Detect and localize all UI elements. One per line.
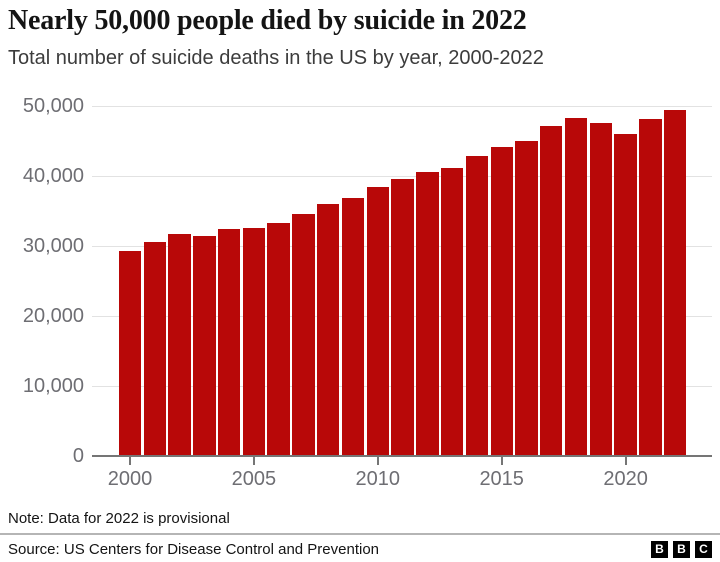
y-axis-label: 30,000	[22, 235, 84, 257]
x-tick	[624, 457, 627, 465]
chart-area: 0 10,000 20,000 30,000 40,000 50,000 2000 2005 2…	[22, 95, 712, 490]
x-axis-label: 2020	[603, 468, 648, 490]
x-axis-label: 2005	[231, 468, 277, 490]
bar-2009	[341, 197, 365, 456]
bar-2001	[143, 241, 166, 456]
x-axis-label: 2000	[107, 468, 153, 490]
x-tick	[500, 457, 503, 465]
x-tick	[129, 457, 131, 465]
bbc-logo-letter: B	[651, 540, 668, 558]
bar-2011	[391, 179, 414, 456]
bar-2002	[168, 234, 191, 456]
bar-2017	[540, 125, 563, 456]
bbc-logo-letter: B	[673, 540, 690, 558]
bar-2019	[589, 123, 612, 456]
bar-2005	[242, 227, 266, 456]
bbc-logo-letter: C	[695, 540, 712, 558]
source-text: Source: US Centers for Disease Control a…	[8, 540, 380, 558]
x-axis-label: 2015	[479, 468, 524, 490]
note-text: Note: Data for 2022 is provisional	[8, 510, 230, 527]
bar-2020	[614, 134, 637, 456]
x-tick	[252, 457, 255, 465]
bbc-logo: B B C	[651, 540, 712, 558]
bar-2003	[193, 235, 216, 456]
y-axis-label: 40,000	[22, 165, 84, 187]
bar-2013	[440, 167, 464, 456]
page-subtitle: Total number of suicide deaths in the US…	[8, 47, 544, 69]
x-axis-line	[92, 455, 712, 457]
y-gridline	[92, 175, 712, 177]
bar-2021	[639, 118, 662, 456]
y-axis-label: 50,000	[22, 95, 84, 117]
bar-2010	[366, 187, 389, 456]
footer-divider	[0, 533, 720, 535]
bar-2016	[515, 141, 538, 456]
x-axis-label: 2010	[355, 468, 401, 490]
bar-2000	[118, 250, 142, 456]
y-gridline	[92, 105, 712, 107]
bar-2007	[292, 213, 315, 456]
y-axis-label: 20,000	[22, 305, 84, 327]
y-axis-label: 0	[72, 445, 84, 467]
bar-2022	[663, 109, 687, 456]
bar-2004	[217, 228, 241, 456]
bar-2014	[465, 156, 489, 456]
bar-2018	[564, 117, 588, 456]
bar-2006	[267, 222, 290, 456]
bar-2012	[416, 171, 439, 456]
y-axis-label: 10,000	[22, 375, 84, 397]
source-row: Source: US Centers for Disease Control a…	[0, 536, 720, 562]
bar-2008	[317, 203, 340, 456]
bar-2015	[490, 146, 513, 456]
x-tick	[376, 457, 379, 465]
page-title: Nearly 50,000 people died by suicide in …	[8, 5, 527, 36]
